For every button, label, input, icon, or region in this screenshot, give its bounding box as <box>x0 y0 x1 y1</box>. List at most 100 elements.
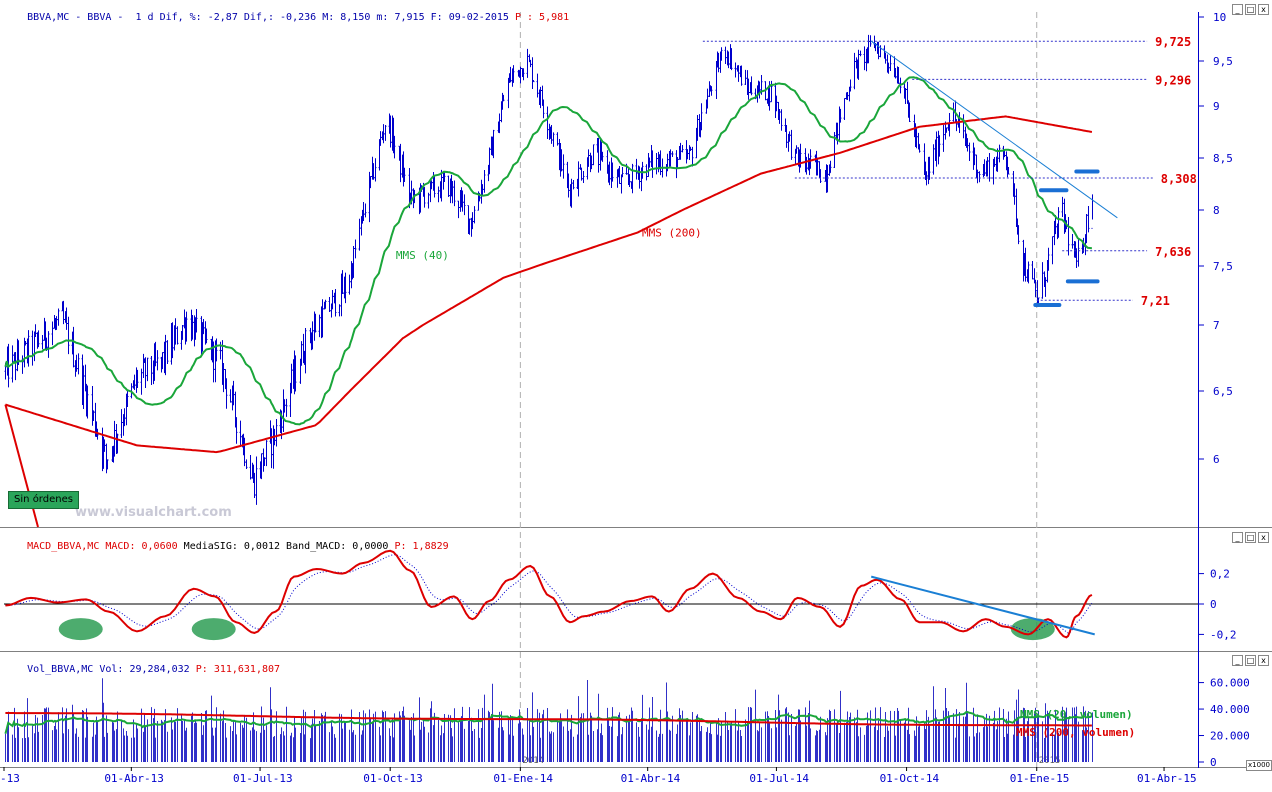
price-bar <box>918 143 921 153</box>
price-bar <box>1087 205 1090 233</box>
price-bar <box>1013 183 1016 205</box>
vol-mms200-line <box>5 712 1092 727</box>
price-bar <box>998 144 1001 163</box>
price-bar <box>597 137 600 173</box>
price-bar <box>572 179 575 190</box>
price-bar <box>103 439 106 452</box>
price-bar <box>904 87 907 105</box>
price-bar <box>550 124 553 144</box>
price-dif: -0,236 <box>280 12 317 23</box>
price-bar <box>191 315 194 340</box>
price-bar <box>311 321 314 350</box>
price-bar <box>352 246 355 278</box>
price-bar <box>14 351 17 381</box>
price-bar <box>611 162 614 182</box>
price-bar <box>245 459 248 469</box>
price-bar <box>710 86 713 96</box>
price-trendline <box>870 40 1118 219</box>
price-bar <box>1061 196 1064 218</box>
price-bar <box>379 131 382 146</box>
price-bar <box>887 62 890 74</box>
price-bar <box>519 66 522 84</box>
price-bar <box>1007 167 1010 175</box>
vol-minimize-button[interactable]: _ <box>1232 655 1243 666</box>
price-bar <box>795 145 798 154</box>
price-bar <box>512 65 515 83</box>
price-bar <box>932 144 935 175</box>
price-axis-tick-label: 9 <box>1213 100 1220 113</box>
price-bar <box>290 363 293 394</box>
price-bar <box>77 353 80 375</box>
vol-header: Vol_BBVA,MC Vol: 29,284,032 P: 311,631,8… <box>3 653 280 686</box>
price-bar <box>608 161 611 186</box>
price-bar <box>461 190 464 212</box>
price-bar <box>968 142 971 161</box>
price-bar <box>1031 261 1034 280</box>
x-tick-label: 01-Oct-13 <box>363 772 423 785</box>
price-bar <box>843 97 846 120</box>
price-bar <box>51 321 54 346</box>
price-bar <box>894 67 897 79</box>
price-bar <box>859 50 862 57</box>
price-bar <box>648 157 651 168</box>
x-tick-label: 01-Ene-15 <box>1010 772 1070 785</box>
no-orders-badge[interactable]: Sin órdenes <box>8 491 79 509</box>
price-bar <box>955 119 958 132</box>
price-bar <box>358 218 361 251</box>
price-bar <box>275 419 278 447</box>
price-bar <box>372 163 375 180</box>
x-tick-label: -13 <box>0 772 20 785</box>
price-maximize-button[interactable]: □ <box>1245 4 1256 15</box>
x-tick: 01-Ene-14 <box>493 767 553 785</box>
price-bar <box>55 316 58 330</box>
price-bar <box>846 92 849 101</box>
price-axis-tick-label: 10 <box>1213 11 1226 24</box>
macd-value: 0,0600 <box>141 541 178 552</box>
price-bar <box>331 290 334 310</box>
price-bar <box>1057 207 1060 238</box>
price-bar <box>1071 234 1074 249</box>
price-bar <box>57 308 60 326</box>
price-bar <box>556 132 559 146</box>
price-bar <box>966 138 969 152</box>
price-bar <box>631 163 634 194</box>
macd-p-label: P: <box>394 541 407 552</box>
price-bar <box>744 69 747 86</box>
price-bar <box>526 48 529 78</box>
vol-axis-tick-label: 0 <box>1210 756 1217 769</box>
level-label: 7,636 <box>1155 245 1191 259</box>
price-bar <box>41 335 44 350</box>
price-bar <box>116 433 119 454</box>
macd-highlight <box>58 618 103 641</box>
macd-close-button[interactable]: x <box>1258 532 1269 543</box>
price-period: 1 d <box>135 12 154 23</box>
price-minimize-button[interactable]: _ <box>1232 4 1243 15</box>
price-bar <box>529 59 532 68</box>
price-bar <box>973 147 976 166</box>
macd-maximize-button[interactable]: □ <box>1245 532 1256 543</box>
price-bar <box>443 172 446 183</box>
vol-close-button[interactable]: x <box>1258 655 1269 666</box>
price-bar <box>65 307 68 330</box>
price-bar <box>928 156 931 180</box>
price-bar <box>354 239 357 259</box>
price-max: 8,150 <box>340 12 371 23</box>
price-bar <box>1041 262 1044 299</box>
macd-minimize-button[interactable]: _ <box>1232 532 1243 543</box>
price-bar <box>62 300 65 325</box>
price-close-button[interactable]: x <box>1258 4 1269 15</box>
macd-axis-tick-label: 0,2 <box>1210 568 1230 581</box>
vol-maximize-button[interactable]: □ <box>1245 655 1256 666</box>
price-bar <box>225 378 228 409</box>
price-bar <box>140 368 143 395</box>
price-bar <box>37 330 40 348</box>
price-bar <box>502 94 505 102</box>
price-dif-label: Dif,: <box>243 12 274 23</box>
price-bar <box>925 171 928 186</box>
x-tick: 01-Oct-13 <box>363 767 423 785</box>
price-bar <box>889 54 892 71</box>
price-bar <box>560 149 563 172</box>
price-bar <box>176 326 179 345</box>
price-dif-pct: -2,87 <box>207 12 238 23</box>
